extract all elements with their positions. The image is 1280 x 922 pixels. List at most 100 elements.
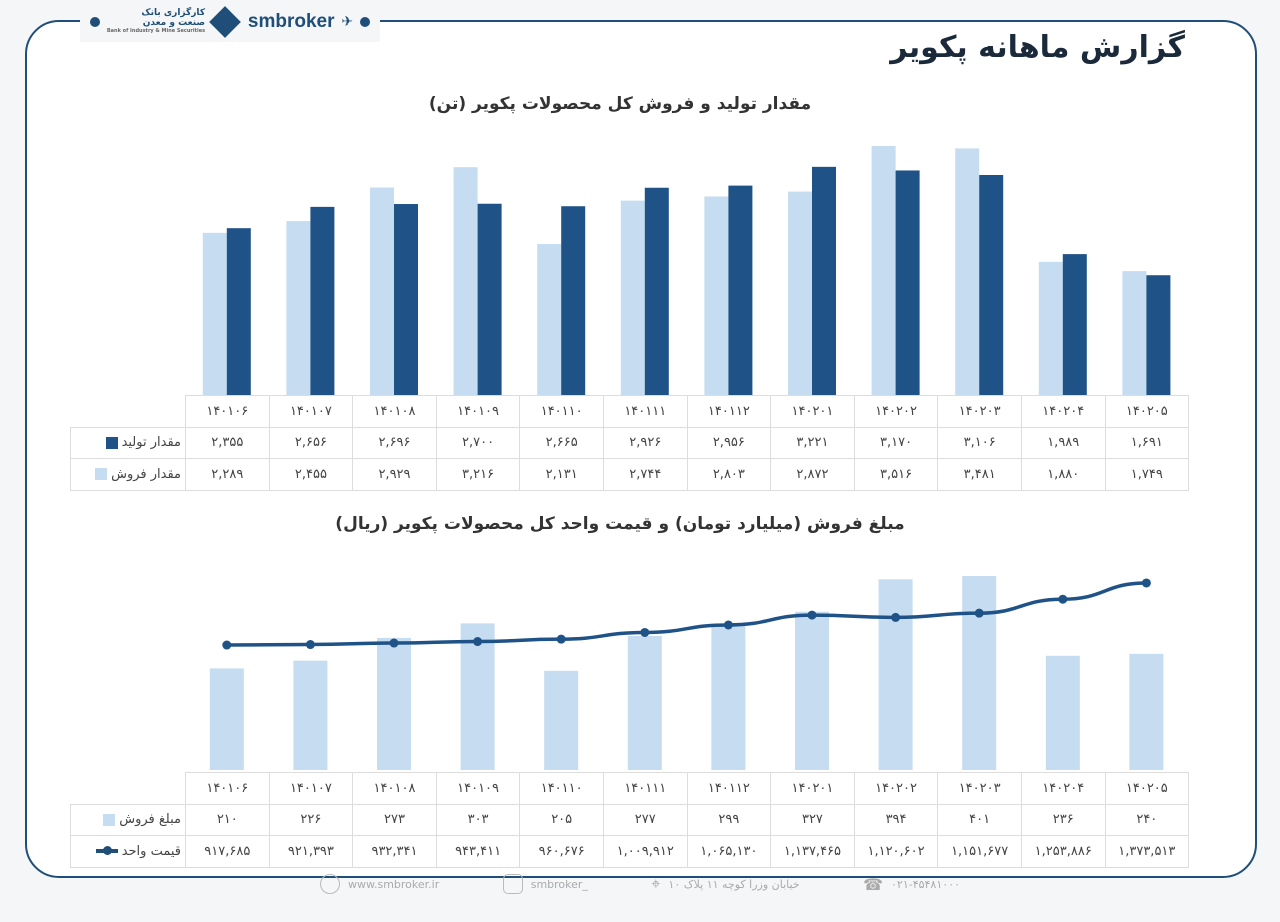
category-label: ۱۴۰۱۰۹ [435,772,521,805]
data-label: ۳۹۴ [853,803,939,836]
bar-sales [620,200,645,395]
bar-sales-amount [293,660,328,770]
bar-sales [1038,261,1063,395]
unit-price-point [222,640,232,650]
data-label: ۱,۱۵۱,۶۷۷ [937,835,1022,868]
category-label: ۱۴۰۲۰۳ [937,772,1022,805]
bank-logo: کارگزاری بانک صنعت و معدن Bank of Industry… [107,6,241,38]
bar-sales-amount [795,611,829,770]
unit-price-point [389,638,399,648]
bank-name-line2: صنعت و معدن [142,18,206,29]
paper-plane-icon: ✈ [341,14,354,30]
bar-sales [955,148,980,395]
data-label: ۱,۲۵۳,۸۸۶ [1020,835,1106,868]
bar-sales-amount [962,575,997,770]
data-label: ۲۱۰ [185,803,270,836]
bar-sales-amount [209,668,244,770]
data-label: ۲,۹۲۶ [602,426,688,459]
series-name: مقدار تولید [121,435,181,451]
category-label: ۱۴۰۱۱۰ [519,395,604,428]
category-label: ۱۴۰۲۰۳ [937,395,1022,428]
bar-production [728,185,753,395]
bar-production [226,228,251,395]
data-label: ۱,۱۲۰,۶۰۲ [853,835,939,868]
legend-swatch-icon [105,436,118,449]
category-label: ۱۴۰۱۱۲ [686,772,772,805]
category-label: ۱۴۰۲۰۲ [853,772,939,805]
bar-sales [871,145,896,395]
data-label: ۳۲۷ [770,803,855,836]
data-label: ۹۳۲,۳۴۱ [352,835,437,868]
data-label: ۲۰۵ [519,803,604,836]
bar-sales-amount [377,637,411,770]
footer-website[interactable]: www.smbroker.ir [348,877,440,891]
data-label: ۲,۴۵۵ [268,458,354,491]
chart1-title: مقدار تولید و فروش کل محصولات پکویر (تن) [428,94,812,114]
instagram-icon [502,874,523,894]
bar-sales [537,244,562,395]
page-title: گزارش ماهانه پکویر [890,30,1185,65]
series-name: قیمت واحد [121,843,181,859]
data-label: ۹۲۱,۳۹۳ [268,835,354,868]
dot-icon [359,17,370,27]
data-label: ۱,۰۰۹,۹۱۲ [602,835,688,868]
data-label: ۳۰۳ [435,803,521,836]
category-label: ۱۴۰۱۰۷ [268,395,354,428]
bar-sales-amount [544,670,579,770]
data-label: ۲,۶۵۶ [268,426,354,459]
data-label: ۱,۳۷۳,۵۱۳ [1104,835,1190,868]
unit-price-point [723,620,733,630]
data-label: ۲۷۳ [352,803,437,836]
data-label: ۲,۶۹۶ [352,426,437,459]
chart2-title: مبلغ فروش (میلیارد تومان) و قیمت واحد کل… [335,514,905,534]
data-label: ۲,۸۷۲ [770,458,855,491]
data-label: ۹۱۷,۶۸۵ [185,835,270,868]
bar-sales-amount [1129,653,1164,770]
location-pin-icon: ⌖ [651,874,661,893]
bar-sales [202,232,227,395]
legend-entry: مقدار تولید [70,426,186,459]
bar-sales-amount [627,635,662,770]
category-label: ۱۴۰۱۱۱ [602,772,688,805]
bar-production [1062,254,1087,395]
bar-production [394,204,418,395]
category-label: ۱۴۰۲۰۲ [853,395,939,428]
data-label: ۳,۱۰۶ [937,426,1022,459]
data-label: ۲,۸۰۳ [686,458,772,491]
data-label: ۲,۶۶۵ [519,426,604,459]
data-label: ۲,۱۳۱ [519,458,604,491]
category-label: ۱۴۰۲۰۴ [1020,395,1106,428]
brand-name: smbroker [247,11,335,32]
category-label: ۱۴۰۱۰۸ [352,395,437,428]
footer-instagram[interactable]: smbroker_ [530,877,588,891]
data-label: ۴۰۱ [937,803,1022,836]
data-label: ۹۴۳,۴۱۱ [435,835,521,868]
data-label: ۳,۲۲۱ [770,426,855,459]
chart1-data-table: ۱۴۰۱۰۶ ۱۴۰۱۰۷ ۱۴۰۱۰۸ ۱۴۰۱۰۹ ۱۴۰۱۱۰ ۱۴۰۱۱۱ ۱۴۰۱… [70,395,1190,491]
data-label: ۳,۴۸۱ [937,458,1022,491]
bar-production [895,170,920,395]
bank-name-line1: کارگزاری بانک [141,8,206,19]
category-label: ۱۴۰۱۰۷ [268,772,354,805]
bar-sales [286,221,311,395]
bar-production [477,203,502,395]
bar-sales [370,187,394,395]
bar-sales [704,196,729,395]
category-label: ۱۴۰۱۱۱ [602,395,688,428]
data-label: ۲,۷۴۴ [602,458,688,491]
footer-address: خیابان وزرا کوچه ۱۱ پلاک ۱۰ [668,877,800,891]
unit-price-point [974,608,984,618]
legend-entry: قیمت واحد [70,835,186,868]
bar-production [812,166,836,395]
footer-phone: ۰۲۱-۴۵۴۸۱۰۰۰ [891,877,960,891]
legend-swatch-icon [103,813,116,826]
data-label: ۲۹۹ [686,803,772,836]
data-label: ۲۷۷ [602,803,688,836]
bar-sales-amount [878,579,913,770]
unit-price-point [556,634,566,644]
bar-sales [453,167,478,395]
unit-price-point [807,610,817,620]
category-label: ۱۴۰۱۰۶ [185,772,270,805]
data-label: ۲,۷۰۰ [435,426,521,459]
bar-sales-amount [460,623,495,770]
